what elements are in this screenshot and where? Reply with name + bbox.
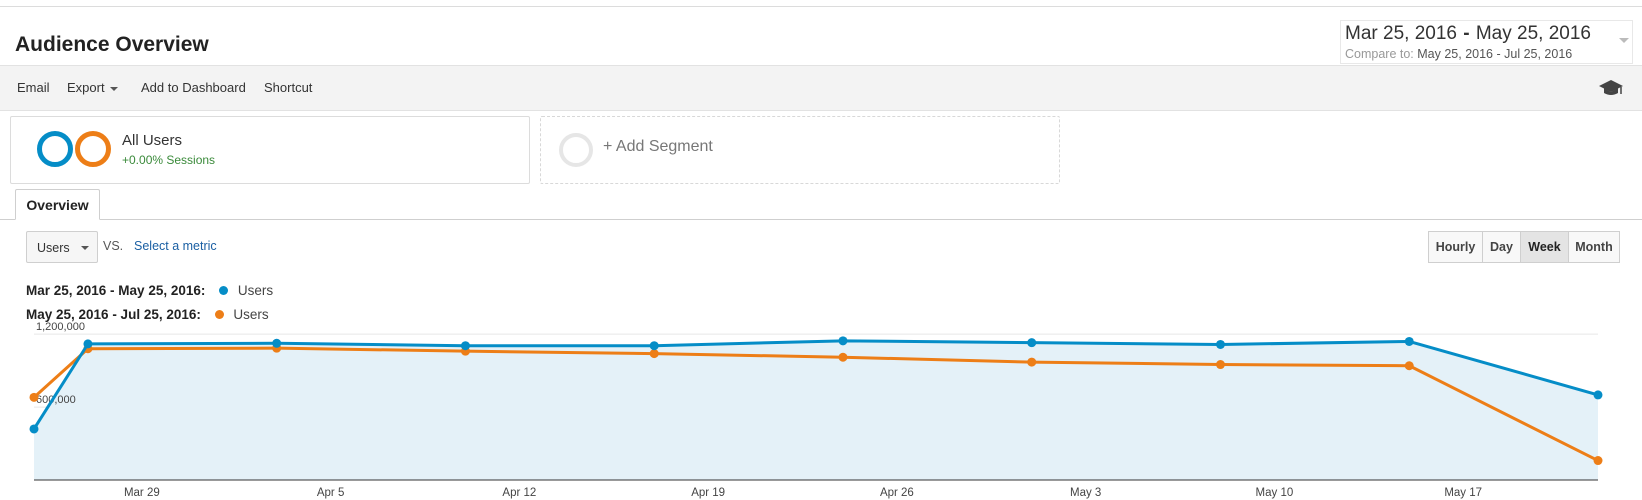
data-point <box>460 341 470 351</box>
x-tick-label: Apr 19 <box>691 487 725 499</box>
data-point <box>272 338 282 348</box>
compare-label: Compare to: <box>1345 47 1414 61</box>
data-point <box>1593 456 1603 466</box>
y-tick-label: 600,000 <box>36 394 76 406</box>
empty-segment-ring-icon <box>559 133 593 167</box>
compare-range-value: May 25, 2016 - Jul 25, 2016 <box>1417 47 1573 61</box>
data-point <box>838 352 848 362</box>
tab-bar-line <box>0 219 1642 220</box>
segment-ring-orange-icon <box>75 131 111 167</box>
x-tick-label: Apr 5 <box>317 487 345 499</box>
segment-ring-blue-icon <box>37 131 73 167</box>
vs-label: VS. <box>103 239 124 253</box>
x-tick-label: Apr 26 <box>880 487 914 499</box>
data-point <box>83 339 93 349</box>
metric-dropdown[interactable]: Users <box>26 231 98 263</box>
add-to-dashboard-button[interactable]: Add to Dashboard <box>141 80 246 95</box>
granularity-month-button[interactable]: Month <box>1568 231 1620 263</box>
date-range-end: May 25, 2016 <box>1475 23 1591 44</box>
data-point <box>29 424 39 434</box>
top-border <box>0 6 1642 7</box>
granularity-day-button[interactable]: Day <box>1482 231 1521 263</box>
segment-all-users[interactable]: All Users +0.00% Sessions <box>10 116 530 184</box>
data-point <box>1027 357 1037 367</box>
caret-down-icon <box>81 246 89 250</box>
series-line <box>32 346 1599 462</box>
legend-dot-blue-icon <box>219 286 229 295</box>
page-title: Audience Overview <box>15 33 209 56</box>
data-point <box>1215 360 1225 370</box>
data-point <box>1593 390 1603 400</box>
email-button[interactable]: Email <box>17 80 50 95</box>
caret-down-icon <box>109 86 118 91</box>
x-tick-label: May 17 <box>1444 487 1482 499</box>
report-toolbar: Email Export Add to Dashboard Shortcut <box>0 65 1642 111</box>
add-segment-label: + Add Segment <box>603 138 713 155</box>
date-range: Mar 25, 2016 - May 25, 2016 <box>1345 23 1591 45</box>
segment-name: All Users <box>122 132 183 149</box>
data-point <box>1404 361 1414 371</box>
export-menu[interactable]: Export <box>67 80 118 95</box>
series-line <box>32 339 1599 430</box>
data-point <box>649 349 659 359</box>
compare-range: Compare to: May 25, 2016 - Jul 25, 2016 <box>1345 47 1572 61</box>
x-tick-label: May 3 <box>1070 487 1101 499</box>
legend-metric: Users <box>233 307 269 322</box>
data-point <box>1215 339 1225 349</box>
legend-item-current: Mar 25, 2016 - May 25, 2016: Users <box>26 283 273 298</box>
shortcut-button[interactable]: Shortcut <box>264 80 313 95</box>
users-line-chart: 1,200,000 600,000 Mar 29 Apr 5 Apr 12 Apr 19 A… <box>29 322 1603 499</box>
metric-dropdown-label: Users <box>37 241 70 255</box>
graduation-cap-icon[interactable] <box>1598 78 1624 98</box>
segment-sessions-delta: +0.00% Sessions <box>122 153 216 167</box>
y-tick-label: 1,200,000 <box>36 322 85 333</box>
date-range-start: Mar 25, 2016 <box>1345 23 1457 44</box>
legend-range: Mar 25, 2016 - May 25, 2016: <box>26 283 206 298</box>
legend-metric: Users <box>237 283 274 298</box>
granularity-hourly-button[interactable]: Hourly <box>1428 231 1483 263</box>
date-range-separator: - <box>1463 23 1470 44</box>
tab-overview[interactable]: Overview <box>15 189 100 220</box>
data-point <box>838 336 848 346</box>
data-point <box>649 341 659 351</box>
legend-dot-orange-icon <box>214 310 224 319</box>
select-metric-link[interactable]: Select a metric <box>134 239 217 253</box>
chevron-down-icon <box>1619 38 1629 43</box>
date-range-picker[interactable]: Mar 25, 2016 - May 25, 2016 Compare to: … <box>1340 20 1633 64</box>
x-tick-label: Mar 29 <box>124 487 160 499</box>
data-point <box>1027 338 1037 348</box>
x-tick-label: May 10 <box>1256 487 1294 499</box>
x-tick-label: Apr 12 <box>502 487 536 499</box>
series-area <box>34 340 1598 480</box>
export-label: Export <box>67 80 105 95</box>
data-point <box>1404 336 1414 346</box>
data-point <box>29 392 39 402</box>
granularity-week-button[interactable]: Week <box>1520 231 1569 263</box>
add-segment-button[interactable]: + Add Segment <box>540 116 1060 184</box>
legend-item-compare: May 25, 2016 - Jul 25, 2016: Users <box>26 307 269 322</box>
legend-range: May 25, 2016 - Jul 25, 2016: <box>26 307 201 322</box>
